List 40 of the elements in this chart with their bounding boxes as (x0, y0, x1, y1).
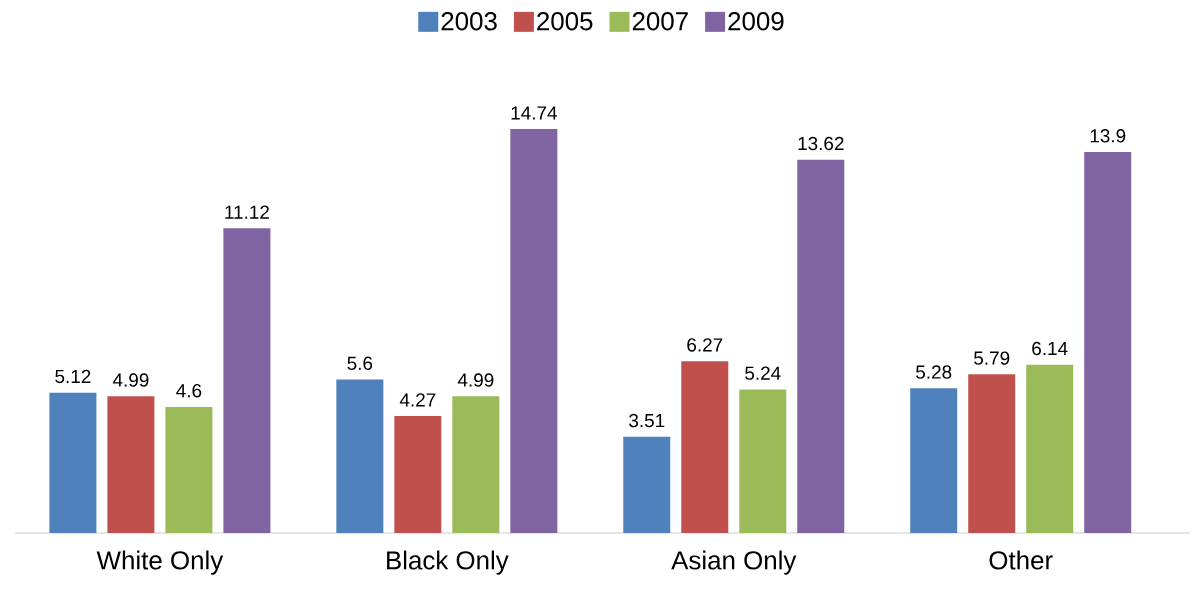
bar (1026, 364, 1074, 533)
data-label: 4.99 (112, 373, 149, 387)
bar (681, 361, 729, 533)
bar (165, 406, 213, 533)
bar (49, 392, 97, 533)
x-tick-label: Other (989, 550, 1053, 570)
legend-label: 2009 (728, 12, 784, 31)
bar (336, 379, 384, 533)
data-label: 5.12 (55, 369, 91, 384)
x-tick-label: Asian Only (671, 550, 797, 575)
data-label: 5.24 (745, 366, 781, 380)
legend-label: 2007 (632, 12, 688, 31)
bar (623, 436, 671, 533)
bar (739, 389, 787, 533)
legend-label: 2005 (537, 12, 593, 31)
x-tick-label: Black Only (387, 550, 509, 575)
data-label: 4.6 (176, 384, 202, 398)
data-label: 4.27 (399, 393, 436, 407)
bar (968, 374, 1016, 533)
bar (510, 129, 558, 533)
bar (910, 388, 958, 533)
bar (797, 159, 845, 533)
bar (1084, 152, 1132, 533)
data-label: 5.28 (916, 365, 952, 379)
data-label: 13.62 (798, 136, 844, 151)
data-label: 14.74 (511, 106, 557, 120)
data-label: 4.99 (457, 373, 494, 387)
data-label: 6.14 (1032, 341, 1068, 356)
bar (223, 228, 271, 533)
bar (452, 396, 500, 533)
data-label: 13.9 (1090, 129, 1126, 143)
data-label: 5.6 (347, 356, 373, 370)
x-tick-label: White Only (96, 550, 224, 575)
data-label: 11.12 (225, 205, 269, 219)
data-label: 3.51 (629, 413, 665, 428)
data-label: 5.79 (974, 351, 1010, 365)
bar (394, 415, 442, 533)
legend-label: 2003 (441, 12, 497, 31)
data-label: 6.27 (687, 338, 723, 352)
bar (107, 396, 155, 533)
